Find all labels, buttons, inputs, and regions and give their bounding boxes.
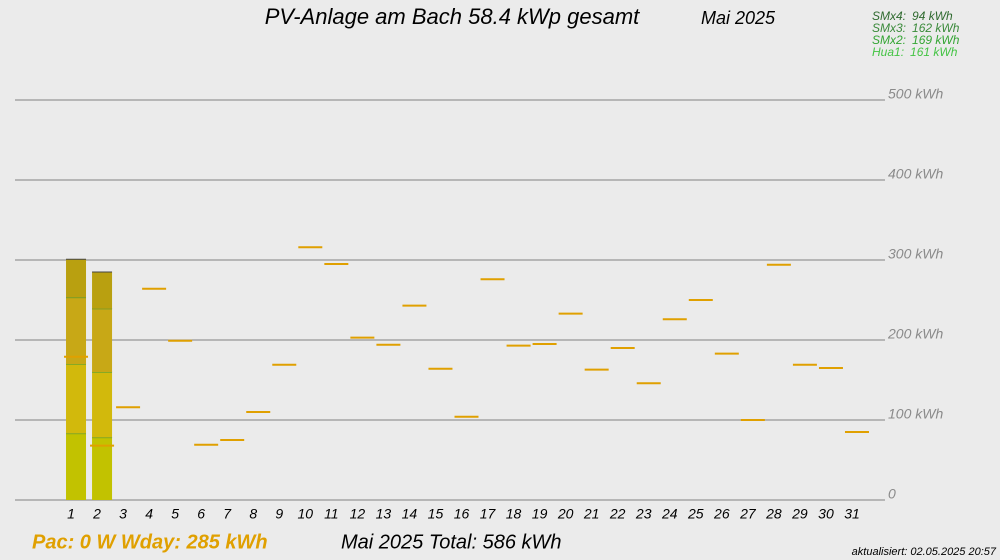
x-tick-label: 10 [298, 506, 314, 522]
bar-segment [66, 259, 87, 298]
status: Pac: 0 W Wday: 285 kWh [32, 531, 268, 553]
x-tick-label: 20 [557, 506, 574, 522]
x-tick-label: 24 [661, 506, 678, 522]
updated: aktualisiert: 02.05.2025 20:57 [852, 546, 997, 558]
x-tick-label: 19 [532, 506, 548, 522]
y-tick-label: 100 kWh [888, 406, 943, 422]
x-tick-label: 21 [583, 506, 600, 522]
x-tick-label: 4 [145, 506, 153, 522]
month-total: Mai 2025 Total: 586 kWh [341, 531, 562, 553]
x-tick-label: 11 [324, 506, 339, 522]
legend-total: 169 kWh [912, 33, 960, 47]
bar-segment [92, 437, 113, 500]
legend-total: 94 kWh [912, 9, 953, 23]
bar-segment [92, 272, 113, 309]
chart-title: PV-Anlage am Bach 58.4 kWp gesamt [265, 4, 640, 29]
bar-segment [66, 297, 87, 364]
bar-segment [66, 433, 87, 500]
x-tick-label: 27 [739, 506, 757, 522]
legend-name: SMx2: [872, 33, 906, 47]
legend-total: 161 kWh [910, 45, 958, 59]
x-tick-label: 18 [506, 506, 522, 522]
x-tick-label: 14 [402, 506, 418, 522]
x-tick-label: 5 [171, 506, 179, 522]
bar-segment [92, 308, 113, 372]
legend-name: Hua1: [872, 45, 904, 59]
legend-entry: Hua1: 161 kWh [872, 45, 958, 59]
x-tick-label: 22 [609, 506, 626, 522]
y-tick-label: 0 [888, 486, 896, 502]
legend-name: SMx3: [872, 21, 906, 35]
x-tick-label: 28 [765, 506, 782, 522]
x-tick-label: 31 [844, 506, 860, 522]
x-tick-label: 7 [223, 506, 232, 522]
x-tick-label: 29 [791, 506, 808, 522]
y-tick-label: 400 kWh [888, 166, 943, 182]
x-tick-label: 26 [713, 506, 730, 522]
x-tick-label: 8 [249, 506, 257, 522]
legend-entry: SMx3: 162 kWh [872, 21, 960, 35]
x-tick-label: 15 [428, 506, 444, 522]
x-tick-label: 30 [818, 506, 834, 522]
bar-segment [66, 364, 87, 434]
y-tick-label: 300 kWh [888, 246, 943, 262]
x-tick-label: 23 [635, 506, 652, 522]
x-tick-label: 12 [350, 506, 366, 522]
x-tick-label: 25 [687, 506, 704, 522]
legend-entry: SMx2: 169 kWh [872, 33, 960, 47]
x-tick-label: 9 [275, 506, 283, 522]
x-tick-label: 6 [197, 506, 205, 522]
legend-entry: SMx4: 94 kWh [872, 9, 953, 23]
x-tick-label: 2 [92, 506, 101, 522]
y-tick-label: 200 kWh [887, 326, 943, 342]
legend-total: 162 kWh [912, 21, 960, 35]
x-tick-label: 16 [454, 506, 470, 522]
y-tick-label: 500 kWh [888, 86, 943, 102]
bar-segment [92, 372, 113, 438]
x-tick-label: 3 [119, 506, 127, 522]
x-tick-label: 1 [67, 506, 75, 522]
x-tick-label: 13 [376, 506, 392, 522]
x-tick-label: 17 [480, 506, 497, 522]
period: Mai 2025 [701, 8, 776, 28]
legend-name: SMx4: [872, 9, 906, 23]
